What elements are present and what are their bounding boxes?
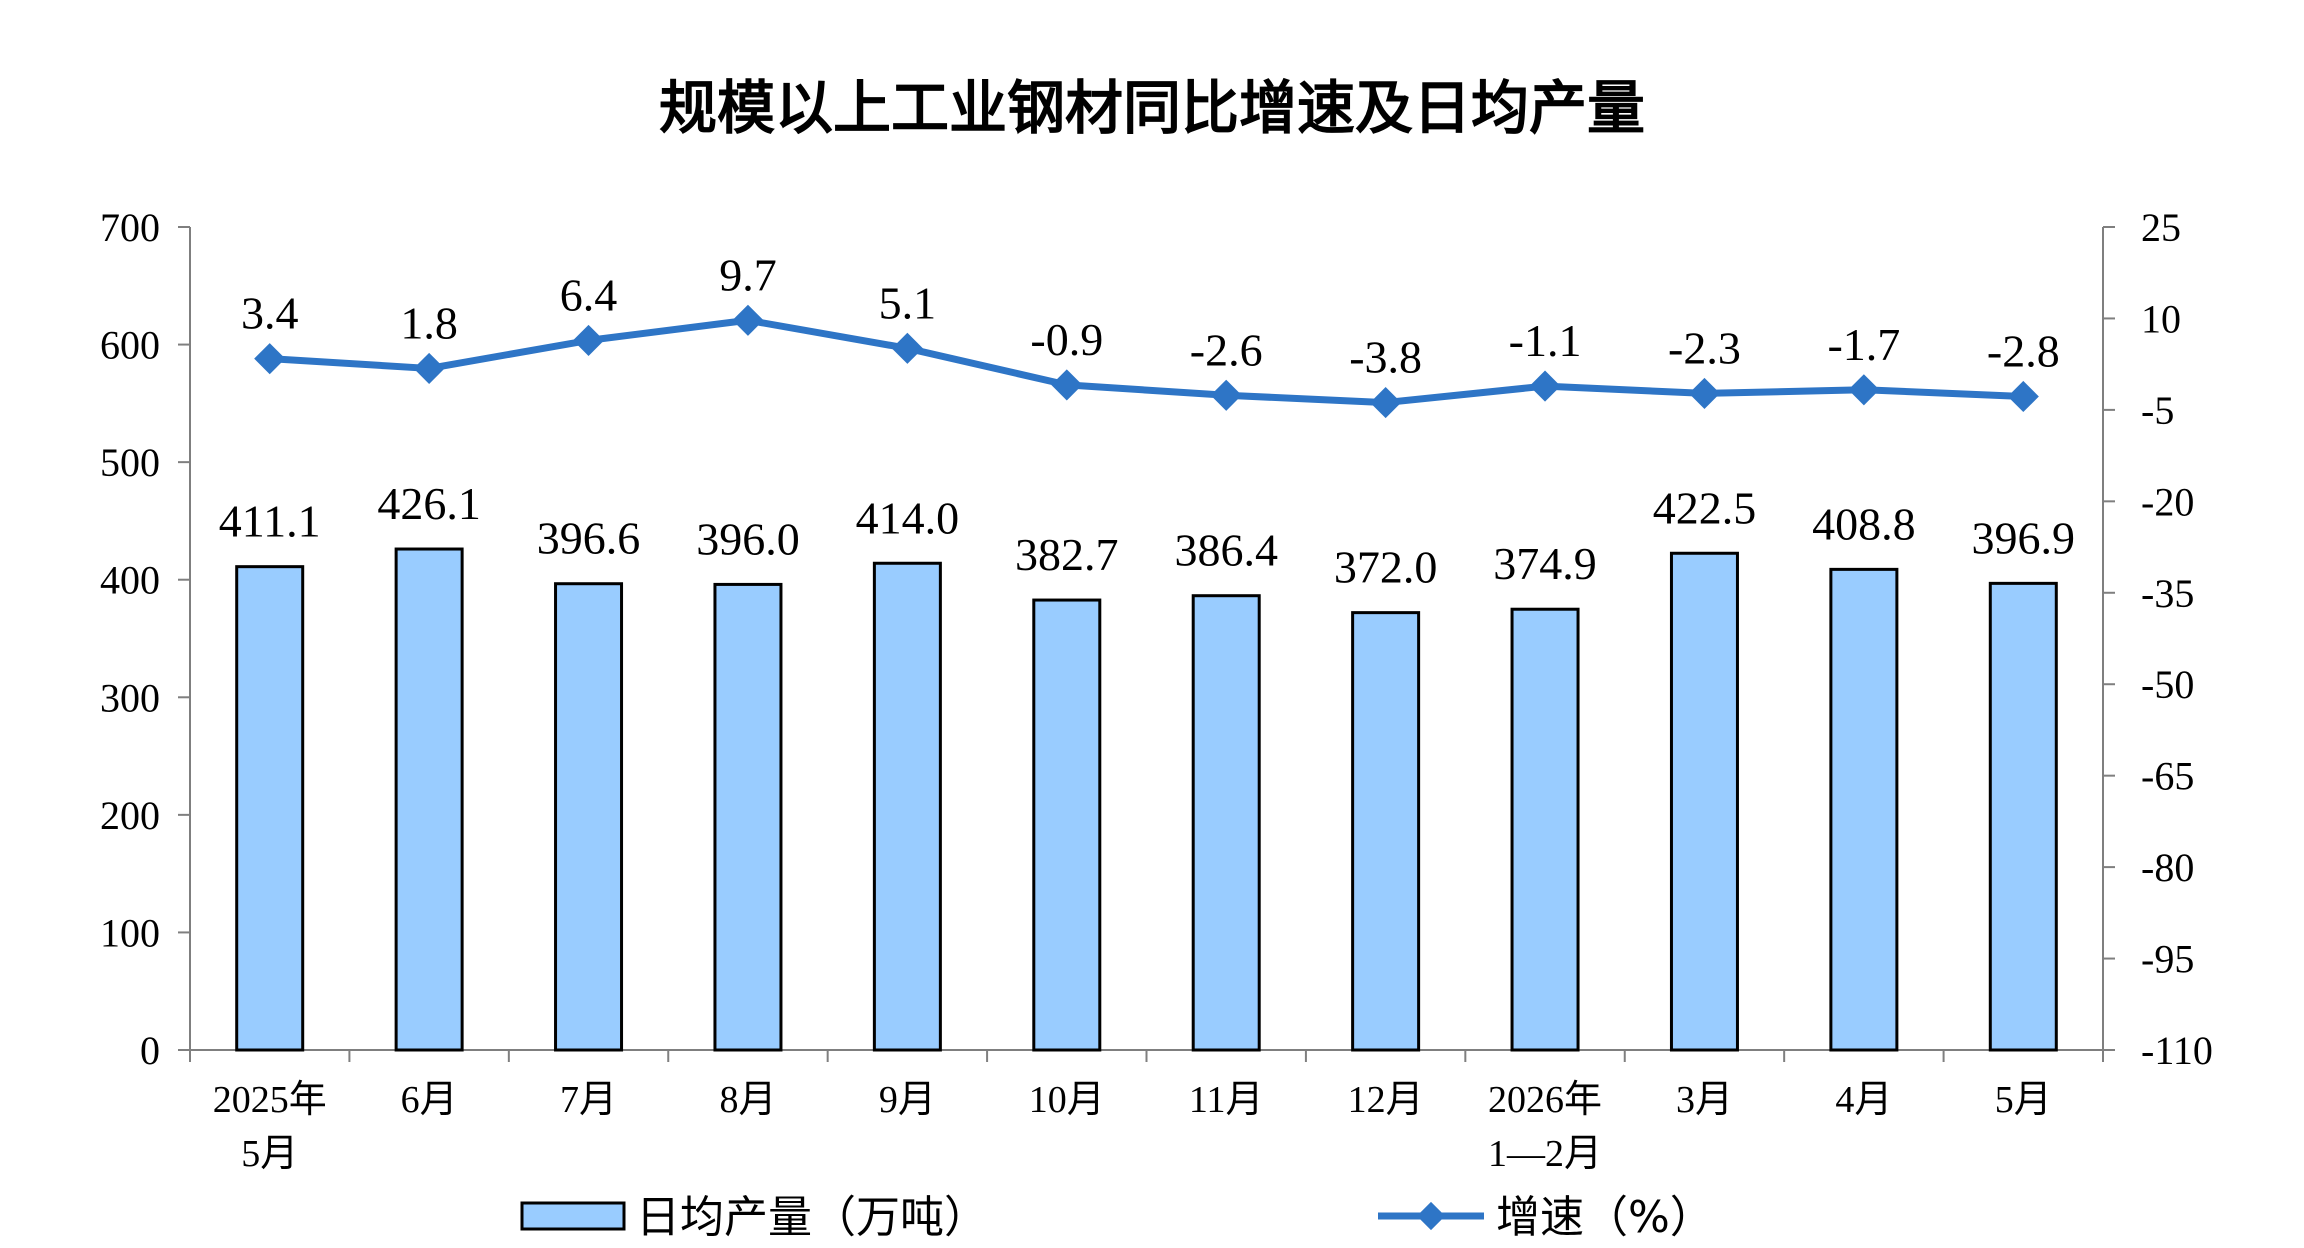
bar-value-label: 396.9 [1972, 512, 2076, 563]
bar [1669, 551, 1739, 1052]
x-tick-label: 9月 [879, 1079, 936, 1121]
left-tick-label: 300 [100, 675, 160, 720]
left-tick-label: 0 [140, 1028, 160, 1073]
line-value-label: 1.8 [400, 297, 458, 348]
line-value-label: -1.1 [1509, 315, 1582, 366]
right-tick-label: 10 [2141, 296, 2181, 341]
legend-bar-swatch [520, 1201, 626, 1231]
bar [554, 582, 624, 1052]
line-point [254, 343, 286, 375]
x-tick-label: 6月 [401, 1079, 458, 1121]
x-tick-label: 2026年 [1488, 1079, 1602, 1121]
left-tick-label: 500 [100, 440, 160, 485]
right-tick-label: -80 [2141, 845, 2194, 890]
right-tick-label: -65 [2141, 754, 2194, 799]
right-tick-label: 25 [2141, 205, 2181, 250]
growth-line [269, 316, 2024, 407]
line-value-label: -2.6 [1190, 324, 1263, 375]
line-point [1210, 379, 1242, 411]
legend: 日均产量（万吨） 增速（%） [520, 1192, 1714, 1243]
bar [872, 561, 942, 1052]
right-tick-label: -95 [2141, 937, 2194, 982]
x-tick-label: 7月 [560, 1079, 617, 1121]
line-value-label: -1.7 [1827, 319, 1900, 370]
bar [1351, 611, 1421, 1052]
bar-value-label: 408.8 [1812, 498, 1916, 549]
x-tick-label: 11月 [1189, 1079, 1264, 1121]
line-value-label: -2.8 [1987, 325, 2060, 376]
bar-value-label: 382.7 [1015, 529, 1119, 580]
line-point [1051, 369, 1083, 401]
bar [394, 547, 464, 1052]
line-value-label: 3.4 [241, 288, 299, 339]
chart-title: 规模以上工业钢材同比增速及日均产量 [659, 74, 1645, 142]
x-tick-label: 1—2月 [1488, 1133, 1602, 1175]
x-tick-label: 4月 [1835, 1079, 1892, 1121]
line-value-label: 5.1 [879, 277, 937, 328]
plot-area: 0 100 200 300 400 500 600 700 -110 -95 -80 -65 -50 -3… [100, 205, 2213, 1175]
line-point [413, 352, 445, 384]
x-tick-label: 12月 [1348, 1079, 1424, 1121]
bar-value-label: 426.1 [377, 478, 481, 529]
bar-value-label: 372.0 [1334, 542, 1438, 593]
left-tick-label: 700 [100, 205, 160, 250]
line-value-label: 6.4 [560, 269, 618, 320]
left-tick-label: 200 [100, 793, 160, 838]
left-tick-label: 600 [100, 323, 160, 368]
bar-value-label: 414.0 [856, 492, 960, 543]
line-value-label: -0.9 [1030, 314, 1103, 365]
legend-bar-label: 日均产量（万吨） [636, 1192, 988, 1243]
line-point [732, 304, 764, 336]
line-point [2007, 380, 2039, 413]
bar-value-label: 396.6 [537, 513, 641, 564]
line-point [1529, 370, 1561, 402]
bar-value-label: 411.1 [219, 496, 321, 547]
bar-value-label: 374.9 [1493, 538, 1597, 589]
bar [1032, 598, 1102, 1052]
bar [235, 565, 305, 1052]
legend-line-marker [1416, 1201, 1446, 1231]
x-tick-label: 5月 [241, 1133, 298, 1175]
x-tick-label: 10月 [1029, 1079, 1105, 1121]
right-tick-label: -35 [2141, 571, 2194, 616]
right-tick-label: -5 [2141, 388, 2174, 433]
legend-line-label: 增速（%） [1496, 1192, 1714, 1243]
x-tick-label: 2025年 [213, 1079, 327, 1121]
line-point [1848, 374, 1880, 406]
bar [1829, 567, 1899, 1052]
line-point [891, 332, 923, 364]
x-tick-label: 5月 [1995, 1079, 2052, 1121]
bar [1510, 607, 1580, 1052]
right-tick-label: -50 [2141, 662, 2194, 707]
bar-value-label: 422.5 [1653, 482, 1757, 533]
right-tick-label: -20 [2141, 479, 2194, 524]
line-value-label: -2.3 [1668, 322, 1741, 373]
bar-value-label: 396.0 [696, 513, 800, 564]
x-tick-label: 8月 [719, 1079, 776, 1121]
line-point [572, 324, 605, 356]
right-tick-label: -110 [2141, 1028, 2213, 1073]
left-tick-label: 100 [100, 910, 160, 955]
x-tick-label: 3月 [1676, 1079, 1733, 1121]
line-point [1688, 377, 1721, 409]
line-point [1370, 387, 1402, 419]
bar [1988, 581, 2058, 1052]
line-value-label: 9.7 [719, 249, 777, 300]
bar [713, 582, 783, 1052]
bar [1191, 594, 1261, 1052]
line-value-label: -3.8 [1349, 332, 1422, 383]
bar-value-label: 386.4 [1174, 525, 1278, 576]
left-tick-label: 400 [100, 558, 160, 603]
